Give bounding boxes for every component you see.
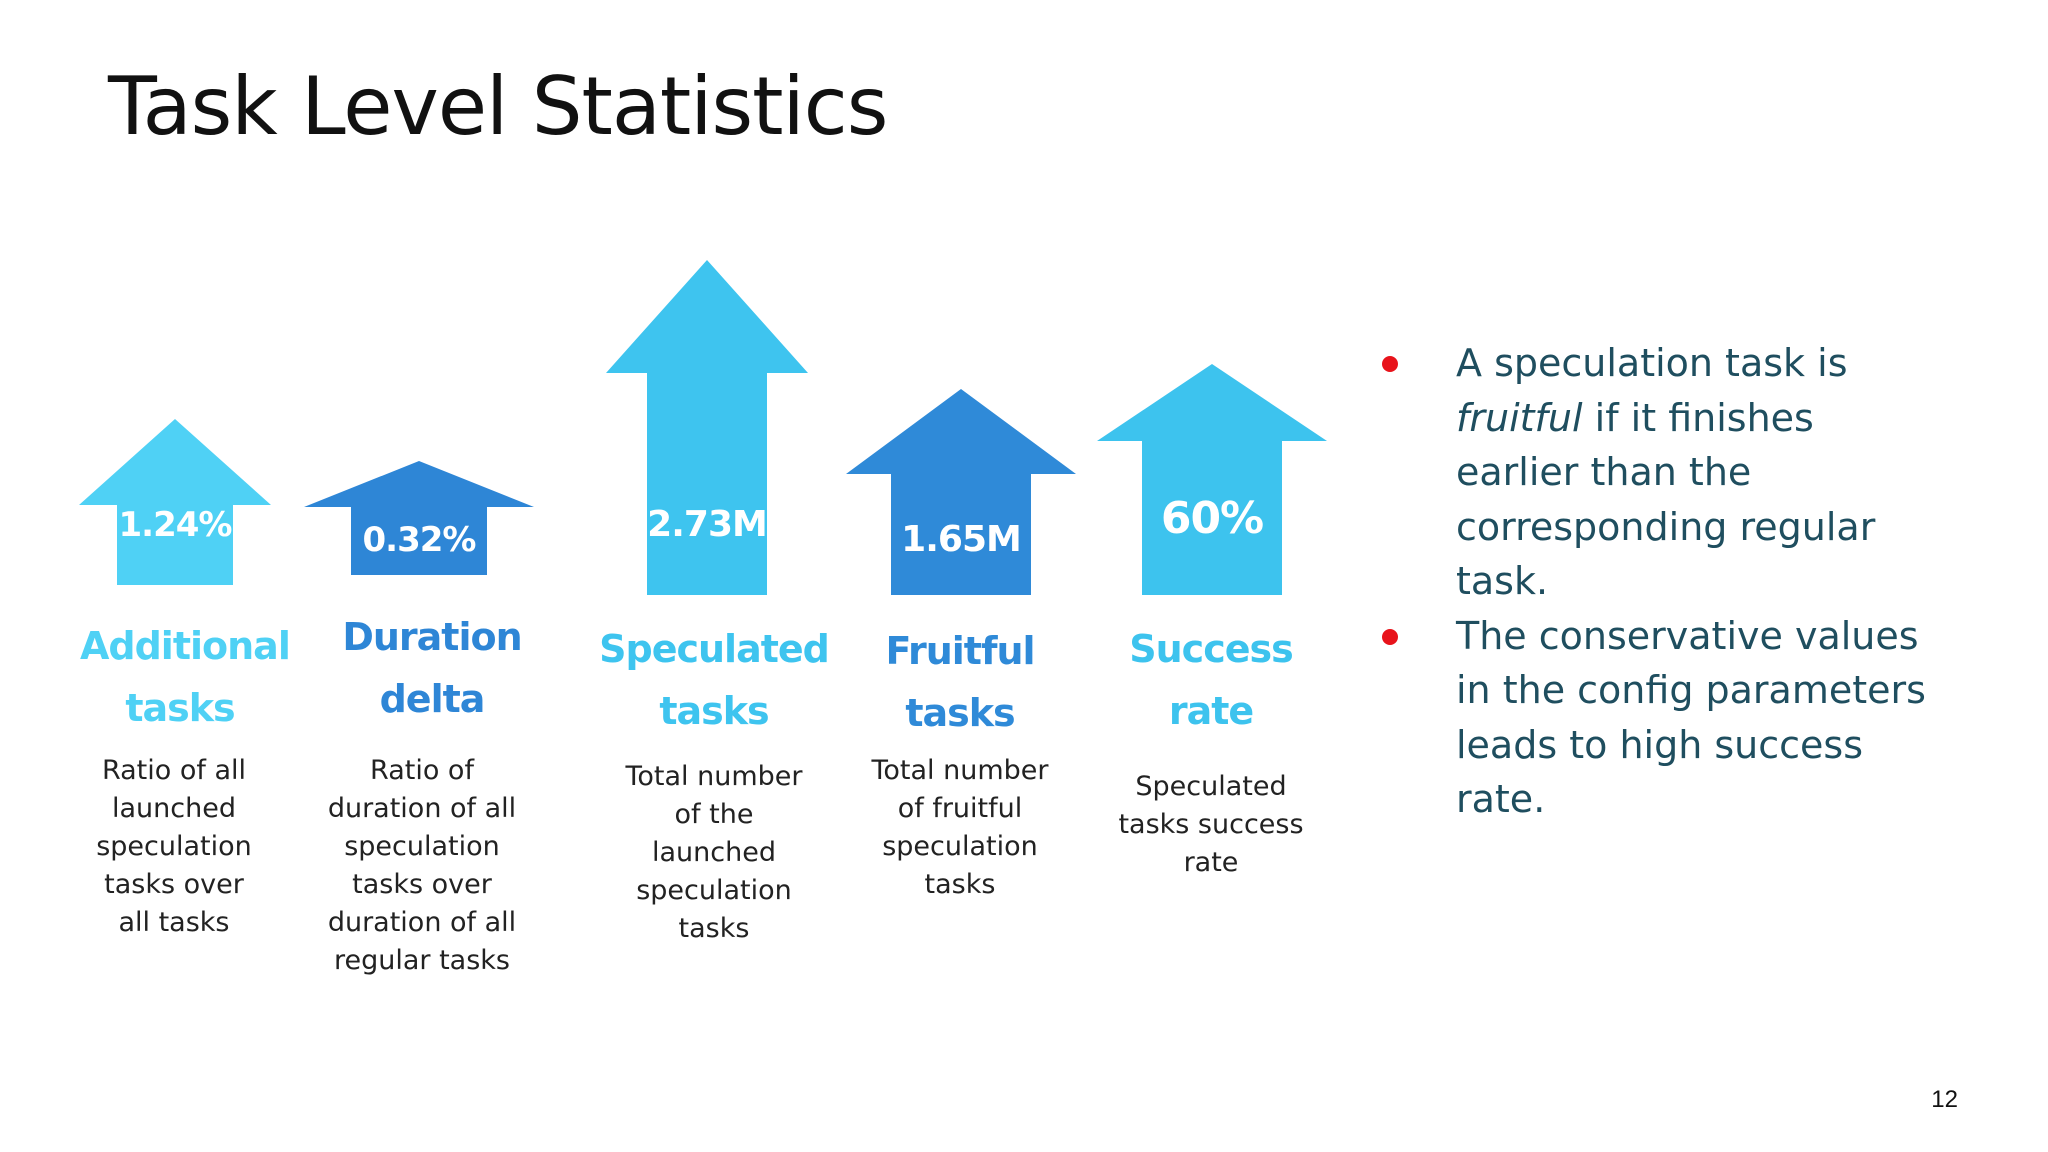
- stat-arrow-shape: [304, 461, 534, 575]
- bullet-dot-icon: [1382, 356, 1398, 372]
- stat-description-line: duration of all: [327, 793, 517, 824]
- stat-value-label: 60%: [1161, 493, 1263, 544]
- stat-arrow-shape: [606, 260, 808, 595]
- stat-description-line: all tasks: [118, 907, 230, 938]
- stat-arrow-shape: [1097, 364, 1327, 595]
- stat-title-line: Speculated: [599, 627, 830, 671]
- stat-title-line: Additional: [80, 624, 291, 668]
- stat-title-speculated-tasks: Speculated tasks: [594, 618, 834, 742]
- page-number: 12: [1931, 1086, 1958, 1113]
- bullet-item: A speculation task is fruitful if it fini…: [1370, 336, 1970, 609]
- stat-title-success-rate: Success rate: [1111, 618, 1311, 742]
- bullet-line: earlier than the: [1456, 450, 1752, 494]
- stat-description-success-rate: Speculated tasks success rate: [1101, 768, 1321, 882]
- stat-description-line: rate: [1183, 847, 1239, 878]
- stat-value-label: 0.32%: [363, 520, 476, 560]
- stat-value-label: 1.24%: [119, 505, 232, 545]
- stat-title-line: delta: [379, 677, 486, 721]
- stat-title-line: tasks: [125, 686, 235, 730]
- bullet-text: The conservative values in the config par…: [1456, 609, 1970, 827]
- stat-description-line: launched: [112, 793, 236, 824]
- stat-description-line: Ratio of: [370, 755, 474, 786]
- bullet-line: rate.: [1456, 777, 1546, 821]
- stat-description-line: speculation: [882, 831, 1038, 862]
- stat-description-line: tasks: [924, 869, 996, 900]
- bullet-line: corresponding regular: [1456, 504, 1876, 549]
- stat-description-line: Speculated: [1135, 771, 1287, 802]
- stat-title-fruitful-tasks: Fruitful tasks: [860, 620, 1060, 744]
- stat-description-speculated-tasks: Total number of the launched speculation tas…: [604, 758, 824, 948]
- stat-description-fruitful-tasks: Total number of fruitful speculation tasks: [850, 752, 1070, 904]
- stat-description-line: Total number: [625, 761, 803, 792]
- stat-description-line: tasks: [678, 913, 750, 944]
- stat-description-line: tasks over: [104, 869, 244, 900]
- stat-title-additional-tasks: Additional tasks: [80, 615, 291, 739]
- stat-title-line: rate: [1168, 689, 1254, 733]
- bullet-text: A speculation task is fruitful if it fini…: [1456, 336, 1970, 609]
- stat-description-line: speculation: [344, 831, 500, 862]
- stat-title-line: tasks: [659, 689, 769, 733]
- slide-title: Task Level Statistics: [108, 60, 888, 153]
- stat-value-label: 1.65M: [901, 519, 1021, 560]
- stat-description-line: of fruitful: [897, 793, 1023, 824]
- stat-title-duration-delta: Duration delta: [332, 606, 532, 730]
- stat-description-line: speculation: [96, 831, 252, 862]
- stat-title-line: Duration: [342, 615, 522, 659]
- bullet-line: A speculation task is: [1456, 341, 1848, 385]
- stat-title-line: Fruitful: [885, 629, 1035, 673]
- stat-title-line: Success: [1129, 627, 1293, 671]
- stat-description-line: tasks over: [352, 869, 492, 900]
- stat-description-line: regular tasks: [333, 945, 510, 976]
- bullet-line: task.: [1456, 559, 1549, 603]
- bullet-line: in the config parameters: [1456, 668, 1926, 712]
- stat-arrow-shape: [79, 419, 271, 585]
- stat-description-duration-delta: Ratio of duration of all speculation tasks …: [312, 752, 532, 980]
- stat-title-line: tasks: [905, 691, 1015, 735]
- bullet-dot-icon: [1382, 628, 1398, 645]
- bullet-list: A speculation task is fruitful if it fini…: [1370, 336, 1970, 827]
- stat-description-line: speculation: [636, 875, 792, 906]
- stat-description-additional-tasks: Ratio of all launched speculation tasks ove…: [74, 752, 274, 942]
- stat-value-label: 2.73M: [647, 504, 767, 545]
- stat-description-line: launched: [652, 837, 776, 868]
- stat-description-line: of the: [674, 799, 754, 830]
- stat-arrow-shape: [846, 389, 1076, 595]
- stat-description-line: Ratio of all: [101, 755, 247, 786]
- bullet-line: leads to high success: [1456, 722, 1864, 767]
- bullet-item: The conservative values in the config par…: [1370, 609, 1970, 827]
- stat-description-line: tasks success: [1118, 809, 1304, 840]
- stat-description-line: duration of all: [327, 907, 517, 938]
- stat-description-line: Total number: [871, 755, 1049, 786]
- bullet-line: fruitful if it finishes: [1456, 395, 1814, 440]
- bullet-line: The conservative values: [1456, 613, 1919, 658]
